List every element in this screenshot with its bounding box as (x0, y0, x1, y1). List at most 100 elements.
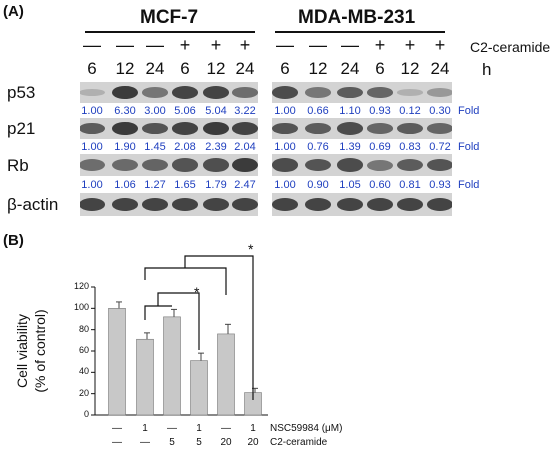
time-point-label: 12 (206, 59, 226, 78)
cell-line-underline (275, 31, 445, 33)
bar (163, 316, 181, 416)
blot-band (142, 122, 168, 135)
fold-value: 1.00 (81, 105, 103, 117)
blot-band (80, 158, 105, 172)
protein-label: β-actin (7, 195, 59, 214)
time-point-label: 6 (180, 59, 190, 78)
panel-b-label: (B) (3, 232, 24, 249)
fold-value: 1.39 (339, 141, 361, 153)
blot-band (112, 198, 138, 211)
bar (108, 308, 126, 416)
blot-band (203, 121, 229, 136)
y-tick-label: 0 (83, 409, 89, 419)
fold-value: 2.08 (174, 141, 196, 153)
y-tick-label: 80 (78, 323, 89, 334)
significance-bracket (144, 255, 254, 400)
cell-line-mcf7: MCF-7 (140, 7, 199, 28)
fold-value: 1.10 (339, 105, 361, 117)
fold-value: 0.72 (429, 141, 451, 153)
table-cell: 1 (196, 423, 202, 434)
fold-value: 0.81 (399, 179, 421, 191)
blot-band (367, 198, 393, 211)
fold-value: 0.12 (399, 105, 421, 117)
y-tick-label: 40 (78, 366, 89, 377)
protein-label: p21 (7, 119, 36, 138)
blot-band (142, 158, 168, 172)
fold-value: 0.30 (429, 105, 451, 117)
blot-band (142, 87, 168, 98)
blot-band (427, 88, 452, 97)
blot-band (172, 158, 198, 172)
treatment-sign: — (309, 35, 327, 55)
treatment-sign: — (146, 35, 164, 55)
blot-band (397, 122, 423, 135)
fold-value: 2.39 (205, 141, 227, 153)
blot-band (232, 157, 258, 173)
blot-band (397, 158, 423, 172)
fold-value: 0.69 (369, 141, 391, 153)
table-cell: 5 (196, 437, 202, 448)
time-point-label: 12 (400, 59, 420, 78)
blot-band (232, 122, 258, 135)
significance-mark: * (248, 241, 254, 257)
fold-value: 0.83 (399, 141, 421, 153)
time-point-label: 24 (430, 59, 450, 78)
blot-strip (80, 118, 258, 139)
blot-band (172, 122, 198, 135)
blot-strip (272, 82, 452, 103)
treatment-sign: + (210, 35, 222, 55)
blot-band (367, 159, 393, 171)
cell-line-underline (85, 31, 255, 33)
blot-band (203, 198, 229, 211)
treatment-sign: — (83, 35, 101, 55)
blot-band (305, 122, 331, 135)
table-cell: 1 (142, 423, 148, 434)
significance-mark: * (194, 284, 200, 300)
fold-value: 1.00 (274, 141, 296, 153)
blot-band (80, 122, 105, 135)
treatment-sign: + (404, 35, 416, 55)
blot-band (172, 86, 198, 99)
blot-band (272, 158, 298, 172)
fold-value: 0.93 (369, 105, 391, 117)
fold-value: 1.90 (114, 141, 136, 153)
protein-label: p53 (7, 83, 36, 102)
table-row-label: C2-ceramide (270, 437, 328, 448)
treatment-sign: + (239, 35, 251, 55)
bar (136, 338, 154, 416)
fold-label: Fold (458, 179, 480, 191)
blot-band (203, 158, 229, 172)
blot-band (305, 87, 331, 98)
treatment-sign: + (374, 35, 386, 55)
fold-value: 0.66 (307, 105, 329, 117)
time-point-label: 24 (235, 59, 255, 78)
blot-strip (80, 193, 258, 216)
blot-band (112, 85, 138, 100)
table-cell: 20 (220, 437, 232, 448)
treatment-sign: — (341, 35, 359, 55)
bar (190, 360, 208, 416)
fold-value: 3.00 (144, 105, 166, 117)
table-cell: 20 (247, 437, 259, 448)
fold-value: 0.93 (429, 179, 451, 191)
y-tick-label: 60 (78, 345, 89, 355)
blot-strip (272, 154, 452, 176)
blot-band (427, 198, 452, 211)
blot-band (337, 122, 363, 135)
fold-value: 1.00 (274, 179, 296, 191)
time-unit-label: h (482, 60, 492, 79)
blot-band (397, 89, 423, 96)
treatment-sign: — (276, 35, 294, 55)
fold-value: 1.65 (174, 179, 196, 191)
time-point-label: 6 (375, 59, 385, 78)
blot-strip (80, 154, 258, 176)
treatment-sign: + (434, 35, 446, 55)
bar (217, 333, 235, 416)
blot-band (272, 122, 298, 135)
fold-value: 1.45 (144, 141, 166, 153)
blot-band (232, 198, 258, 211)
blot-band (272, 198, 298, 211)
blot-band (80, 198, 105, 211)
blot-band (397, 198, 423, 211)
